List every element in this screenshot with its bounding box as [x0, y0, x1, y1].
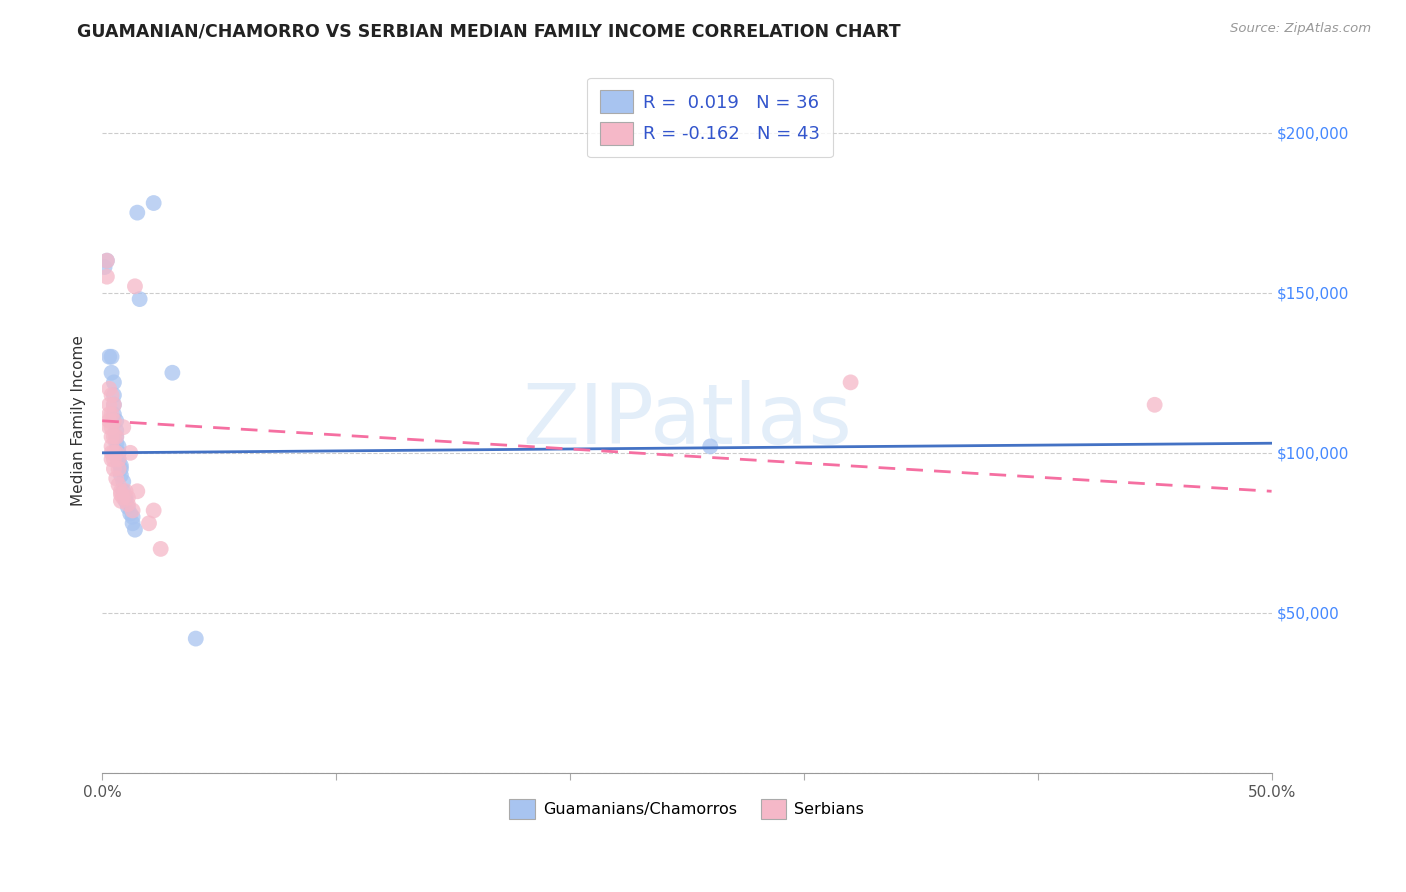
Point: [149, 541, 172, 556]
Point: [103, 430, 125, 444]
Point: [110, 487, 132, 501]
Point: [105, 446, 128, 460]
Point: [121, 503, 143, 517]
Point: [100, 439, 122, 453]
Text: GUAMANIAN/CHAMORRO VS SERBIAN MEDIAN FAMILY INCOME CORRELATION CHART: GUAMANIAN/CHAMORRO VS SERBIAN MEDIAN FAM…: [77, 22, 901, 40]
Point: [98, 408, 121, 422]
Point: [120, 446, 142, 460]
Point: [105, 414, 128, 428]
Point: [114, 484, 136, 499]
Point: [98, 382, 121, 396]
Point: [142, 503, 165, 517]
Point: [110, 494, 132, 508]
Text: ZIPatlas: ZIPatlas: [522, 380, 852, 461]
Point: [103, 398, 125, 412]
Point: [114, 491, 136, 505]
Point: [103, 408, 125, 422]
Point: [100, 420, 122, 434]
Point: [100, 366, 122, 380]
Point: [127, 484, 149, 499]
Point: [112, 484, 135, 499]
Point: [107, 455, 129, 469]
Point: [138, 516, 160, 531]
Point: [120, 507, 142, 521]
Point: [114, 494, 136, 508]
Point: [162, 366, 184, 380]
Point: [100, 430, 122, 444]
Point: [117, 497, 139, 511]
Point: [105, 430, 128, 444]
Text: Source: ZipAtlas.com: Source: ZipAtlas.com: [1230, 22, 1371, 36]
Point: [112, 420, 135, 434]
Point: [124, 523, 146, 537]
Point: [839, 376, 862, 390]
Point: [103, 452, 125, 467]
Legend: Guamanians/Chamorros, Serbians: Guamanians/Chamorros, Serbians: [503, 793, 870, 825]
Point: [110, 462, 132, 476]
Point: [103, 388, 125, 402]
Point: [184, 632, 207, 646]
Point: [93, 260, 115, 274]
Point: [107, 478, 129, 492]
Point: [103, 376, 125, 390]
Point: [96, 253, 118, 268]
Point: [98, 398, 121, 412]
Point: [112, 491, 135, 505]
Point: [699, 439, 721, 453]
Point: [127, 205, 149, 219]
Point: [142, 196, 165, 211]
Point: [105, 436, 128, 450]
Y-axis label: Median Family Income: Median Family Income: [72, 335, 86, 507]
Point: [121, 516, 143, 531]
Point: [98, 420, 121, 434]
Point: [107, 439, 129, 453]
Point: [100, 452, 122, 467]
Point: [117, 491, 139, 505]
Point: [103, 446, 125, 460]
Point: [107, 462, 129, 476]
Point: [105, 424, 128, 438]
Point: [100, 446, 122, 460]
Point: [96, 253, 118, 268]
Point: [103, 398, 125, 412]
Point: [100, 388, 122, 402]
Point: [100, 408, 122, 422]
Point: [110, 484, 132, 499]
Point: [107, 452, 129, 467]
Point: [105, 471, 128, 485]
Point: [103, 414, 125, 428]
Point: [100, 350, 122, 364]
Point: [112, 475, 135, 489]
Point: [98, 414, 121, 428]
Point: [107, 452, 129, 467]
Point: [103, 462, 125, 476]
Point: [98, 350, 121, 364]
Point: [110, 458, 132, 473]
Point: [124, 279, 146, 293]
Point: [105, 430, 128, 444]
Point: [128, 292, 150, 306]
Point: [1143, 398, 1166, 412]
Point: [96, 269, 118, 284]
Point: [110, 468, 132, 483]
Point: [107, 446, 129, 460]
Point: [117, 500, 139, 515]
Point: [107, 446, 129, 460]
Point: [121, 509, 143, 524]
